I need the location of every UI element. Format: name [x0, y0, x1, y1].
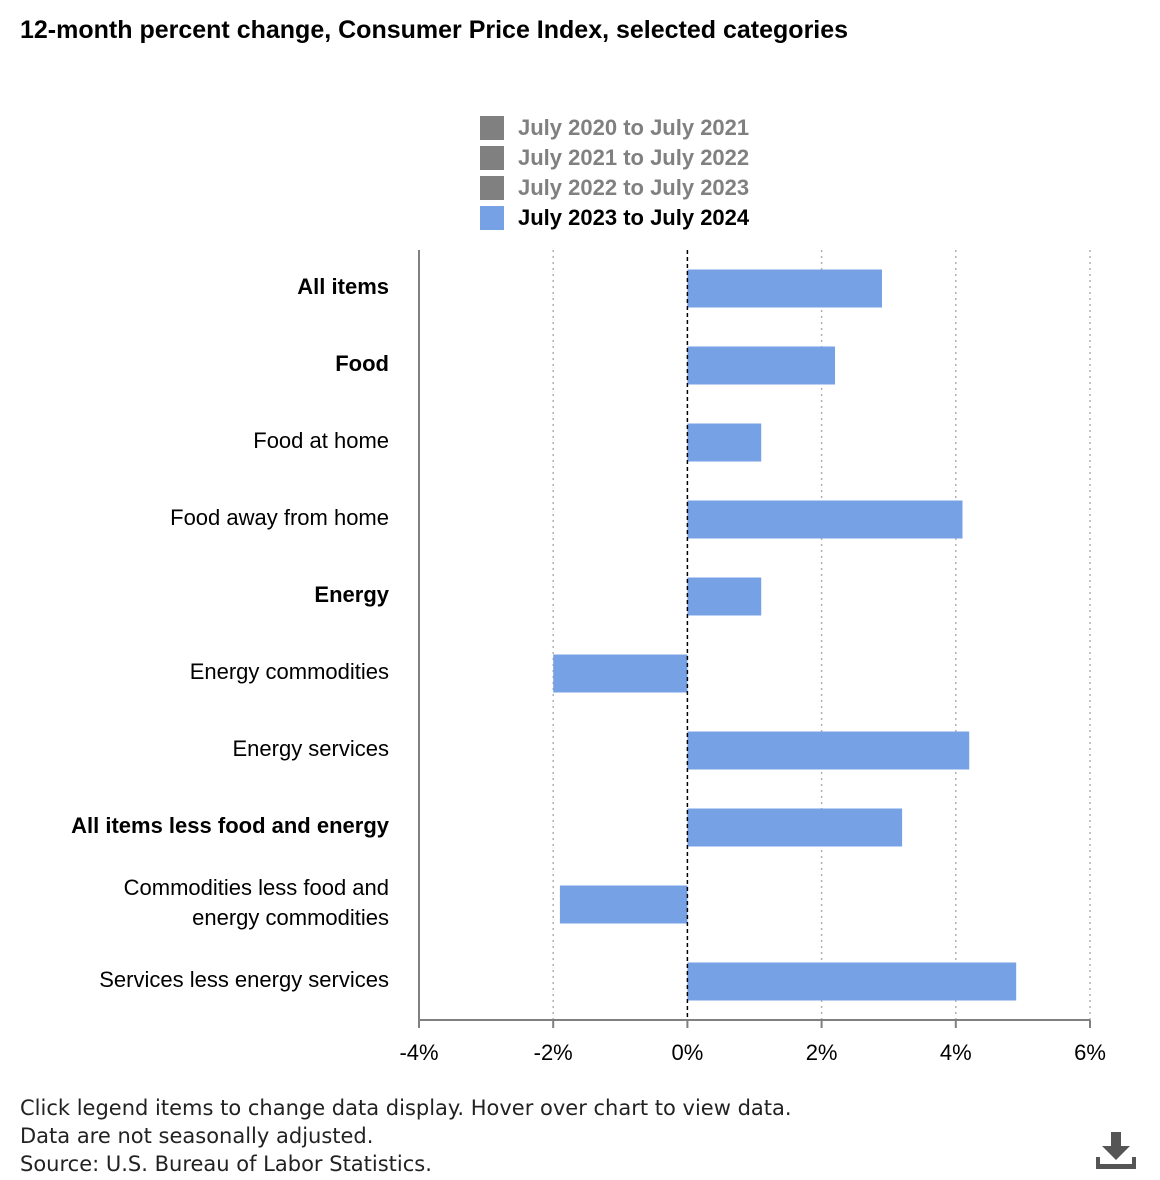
bar[interactable] — [687, 269, 882, 308]
footnote-instructions: Click legend items to change data displa… — [20, 1096, 792, 1120]
category-label: Food away from home — [170, 504, 389, 530]
legend-swatch — [480, 146, 504, 170]
bar[interactable] — [553, 654, 688, 693]
x-tick-label: 6% — [1074, 1040, 1106, 1065]
footnotes: Click legend items to change data displa… — [20, 1094, 792, 1178]
bar[interactable] — [687, 577, 762, 616]
bar[interactable] — [687, 423, 762, 462]
legend-item-2022-2023[interactable]: July 2022 to July 2023 — [480, 173, 749, 203]
legend-label: July 2020 to July 2021 — [518, 115, 750, 140]
category-label: Energy services — [232, 735, 389, 761]
category-label: Commodities less food and energy commodi… — [123, 874, 389, 930]
x-tick-label: -2% — [533, 1040, 573, 1065]
x-tick-label: 2% — [805, 1040, 838, 1065]
legend-label: July 2023 to July 2024 — [518, 205, 750, 230]
bar[interactable] — [559, 885, 688, 924]
download-icon[interactable] — [1094, 1130, 1138, 1174]
bar[interactable] — [687, 346, 836, 385]
category-label: Energy commodities — [189, 658, 389, 684]
chart-title: 12-month percent change, Consumer Price … — [20, 16, 849, 44]
category-label: All items — [297, 273, 389, 299]
bar[interactable] — [687, 500, 963, 539]
category-label: All items less food and energy — [71, 812, 389, 838]
legend-swatch — [480, 206, 504, 230]
legend-item-2020-2021[interactable]: July 2020 to July 2021 — [480, 113, 749, 143]
x-tick-label: 0% — [671, 1040, 704, 1065]
category-label: Food at home — [253, 427, 389, 453]
footnote-source: Source: U.S. Bureau of Labor Statistics. — [20, 1152, 432, 1176]
legend-item-2023-2024[interactable]: July 2023 to July 2024 — [480, 203, 749, 233]
footnote-seasonal: Data are not seasonally adjusted. — [20, 1124, 374, 1148]
category-label: Energy — [314, 581, 389, 607]
legend-label: July 2022 to July 2023 — [518, 175, 750, 200]
x-tick-label: 4% — [939, 1040, 972, 1065]
x-tick-label: -4% — [399, 1040, 439, 1065]
bar[interactable] — [687, 731, 970, 770]
bar[interactable] — [687, 962, 1017, 1001]
legend-swatch — [480, 116, 504, 140]
legend: July 2020 to July 2021 July 2021 to July… — [480, 113, 749, 233]
category-label: Food — [335, 350, 389, 376]
category-label: Services less energy services — [99, 966, 389, 992]
legend-swatch — [480, 176, 504, 200]
legend-item-2021-2022[interactable]: July 2021 to July 2022 — [480, 143, 749, 173]
bar[interactable] — [687, 808, 903, 847]
legend-label: July 2021 to July 2022 — [518, 145, 750, 170]
